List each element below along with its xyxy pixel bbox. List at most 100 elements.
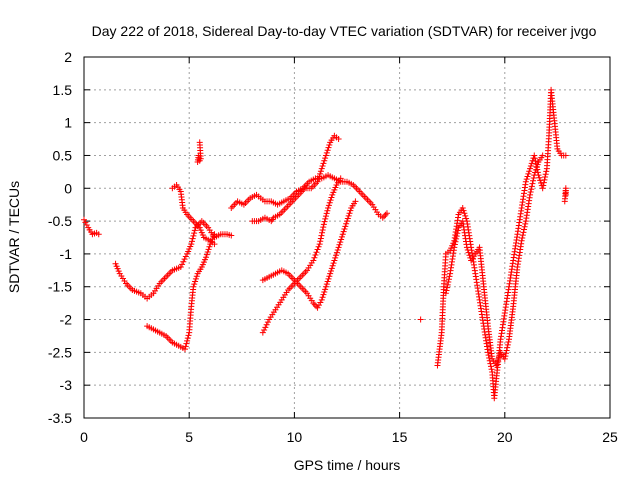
data-point <box>323 149 330 156</box>
data-point <box>503 350 510 357</box>
data-point <box>320 221 327 228</box>
data-point <box>541 176 548 183</box>
grid <box>84 57 610 418</box>
data-point <box>344 215 351 222</box>
data-point <box>185 332 192 339</box>
data-point <box>262 324 269 331</box>
data-point <box>442 290 449 297</box>
data-point <box>211 231 218 238</box>
data-point <box>524 173 531 180</box>
data-point <box>465 249 472 256</box>
data-point <box>460 207 467 214</box>
data-point <box>461 210 468 217</box>
data-point <box>504 341 511 348</box>
data-point <box>501 355 508 362</box>
data-point <box>322 155 329 162</box>
y-tick-label: -0.5 <box>48 213 72 229</box>
data-point <box>543 168 550 175</box>
data-point <box>314 178 321 185</box>
data-point <box>324 278 331 285</box>
data-point <box>259 329 266 336</box>
data-point <box>539 185 546 192</box>
data-point <box>322 213 329 220</box>
x-tick-label: 20 <box>497 429 513 445</box>
data-point <box>181 256 188 263</box>
data-point <box>311 254 318 261</box>
data-point <box>325 275 332 282</box>
data-point <box>206 243 213 250</box>
data-point <box>527 191 534 198</box>
data-point <box>518 237 525 244</box>
x-tick-label: 10 <box>287 429 303 445</box>
series-trace-l <box>442 152 546 369</box>
data-point <box>191 281 198 288</box>
series-trace-i <box>259 175 344 336</box>
data-point <box>323 281 330 288</box>
data-point <box>444 281 451 288</box>
data-point <box>529 180 536 187</box>
y-tick-label: -3 <box>60 377 73 393</box>
series-trace-d <box>194 139 204 166</box>
data-point <box>322 215 329 222</box>
data-point <box>531 152 538 159</box>
data-point <box>329 262 336 269</box>
data-point <box>331 257 338 264</box>
y-tick-label: -1 <box>60 246 73 262</box>
plot-frame <box>83 56 611 419</box>
data-point <box>314 304 321 311</box>
series-trace-j <box>417 316 424 323</box>
data-point <box>95 231 102 238</box>
data-point <box>184 337 191 344</box>
data-point <box>488 366 495 373</box>
data-point <box>179 261 186 268</box>
data-point <box>317 238 324 245</box>
data-point <box>313 249 320 256</box>
data-point <box>503 347 510 354</box>
data-points <box>81 86 569 402</box>
data-point <box>313 303 320 310</box>
data-point <box>528 160 535 167</box>
data-point <box>527 162 534 169</box>
data-point <box>531 155 538 162</box>
data-point <box>451 241 458 248</box>
data-point <box>191 230 198 237</box>
data-point <box>263 321 270 328</box>
data-point <box>317 299 324 306</box>
data-point <box>193 273 200 280</box>
data-point <box>315 176 322 183</box>
data-point <box>462 212 469 219</box>
data-point <box>189 235 196 242</box>
data-point <box>205 246 212 253</box>
data-point <box>325 204 332 211</box>
data-point <box>342 223 349 230</box>
data-point <box>464 246 471 253</box>
data-point <box>204 248 211 255</box>
y-tick-label: -2 <box>60 312 73 328</box>
data-point <box>526 168 533 175</box>
data-point <box>452 238 459 245</box>
data-point <box>341 225 348 232</box>
data-point <box>530 174 537 181</box>
y-tick-label: 1.5 <box>53 82 73 98</box>
data-point <box>495 354 502 361</box>
y-tick-label: -2.5 <box>48 344 72 360</box>
data-point <box>345 212 352 219</box>
x-tick-label: 0 <box>80 429 88 445</box>
data-point <box>317 235 324 242</box>
data-point <box>417 316 424 323</box>
data-point <box>316 241 323 248</box>
data-point <box>328 267 335 274</box>
x-axis-label: GPS time / hours <box>294 457 401 473</box>
data-point <box>561 198 568 205</box>
data-point <box>318 165 325 172</box>
data-point <box>505 339 512 346</box>
data-point <box>322 283 329 290</box>
data-point <box>321 288 328 295</box>
data-point <box>192 275 199 282</box>
data-point <box>320 160 327 167</box>
data-point <box>319 294 326 301</box>
x-tick-label: 25 <box>602 429 618 445</box>
data-point <box>182 343 189 350</box>
data-point <box>528 186 535 193</box>
